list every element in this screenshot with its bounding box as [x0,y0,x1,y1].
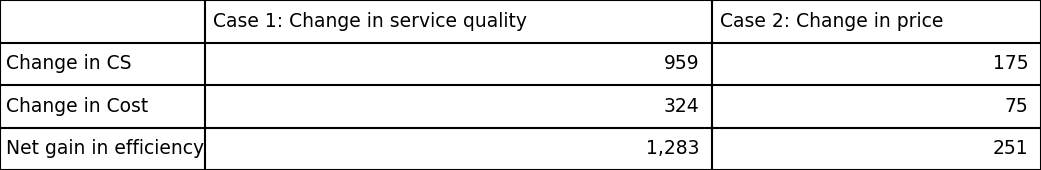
Text: 75: 75 [1005,97,1029,116]
Text: 1,283: 1,283 [646,139,700,158]
Text: 324: 324 [664,97,700,116]
Text: Case 1: Change in service quality: Case 1: Change in service quality [213,12,528,31]
Text: 959: 959 [664,54,700,73]
Text: Change in CS: Change in CS [6,54,132,73]
Text: Net gain in efficiency: Net gain in efficiency [6,139,204,158]
Text: 251: 251 [993,139,1029,158]
Text: 175: 175 [993,54,1029,73]
Text: Case 2: Change in price: Case 2: Change in price [720,12,944,31]
Text: Change in Cost: Change in Cost [6,97,149,116]
